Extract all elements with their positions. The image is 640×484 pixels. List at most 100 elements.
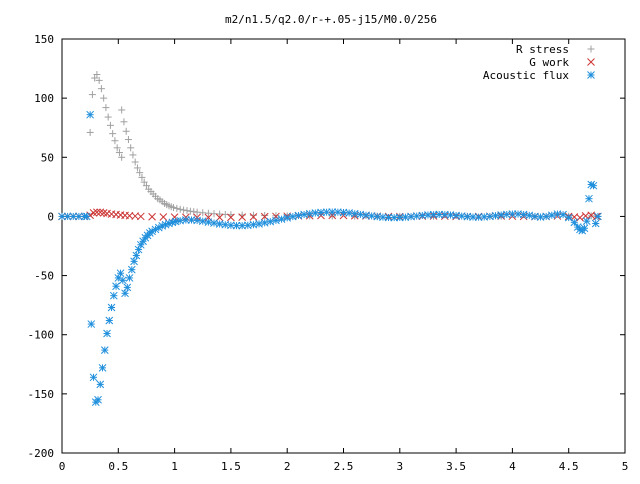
data-point bbox=[86, 128, 94, 136]
series-acoustic-flux bbox=[58, 110, 602, 406]
data-point bbox=[508, 210, 517, 218]
data-point bbox=[576, 213, 584, 222]
data-point bbox=[105, 316, 114, 325]
x-tick-label: 0 bbox=[59, 460, 66, 473]
data-point bbox=[559, 210, 567, 219]
data-point bbox=[322, 208, 331, 217]
data-point bbox=[95, 76, 103, 84]
data-point bbox=[390, 213, 399, 222]
series-layer bbox=[58, 70, 602, 406]
legend-marker bbox=[587, 71, 595, 79]
data-point bbox=[580, 224, 589, 233]
data-point bbox=[103, 329, 111, 338]
data-point bbox=[89, 373, 98, 382]
data-point bbox=[589, 181, 598, 190]
data-point bbox=[591, 219, 600, 228]
x-tick-label: 1 bbox=[171, 460, 178, 473]
series-r-stress bbox=[86, 70, 602, 220]
data-point bbox=[131, 158, 139, 166]
data-point bbox=[180, 206, 188, 214]
data-point bbox=[104, 113, 112, 121]
data-point bbox=[100, 346, 109, 354]
data-point bbox=[288, 212, 297, 221]
data-point bbox=[111, 137, 119, 145]
data-point bbox=[58, 212, 66, 221]
data-point bbox=[176, 205, 184, 213]
data-point bbox=[102, 104, 110, 112]
data-point bbox=[148, 212, 156, 221]
data-point bbox=[182, 216, 190, 224]
data-point bbox=[125, 274, 134, 282]
data-point bbox=[107, 303, 116, 312]
data-point bbox=[132, 251, 141, 260]
data-point bbox=[106, 121, 114, 129]
legend-label: G work bbox=[529, 56, 569, 69]
data-point bbox=[118, 106, 126, 114]
data-point bbox=[151, 225, 160, 234]
x-tick-label: 2 bbox=[284, 460, 291, 473]
y-tick-label: 0 bbox=[47, 210, 54, 223]
data-point bbox=[86, 110, 95, 119]
data-point bbox=[63, 212, 72, 221]
data-point bbox=[300, 210, 308, 219]
data-point bbox=[82, 212, 91, 221]
plot-frame bbox=[61, 38, 626, 454]
data-point bbox=[594, 212, 602, 221]
data-point bbox=[582, 217, 591, 226]
x-tick-label: 4 bbox=[509, 460, 516, 473]
data-point bbox=[94, 395, 102, 404]
data-point bbox=[115, 149, 123, 157]
data-point bbox=[127, 144, 135, 152]
x-tick-label: 1.5 bbox=[221, 460, 241, 473]
data-point bbox=[93, 70, 101, 78]
data-point bbox=[159, 213, 168, 221]
data-point bbox=[193, 208, 201, 216]
data-point bbox=[129, 151, 137, 159]
x-tick-label: 2.5 bbox=[334, 460, 354, 473]
data-point bbox=[122, 127, 130, 135]
data-point bbox=[249, 211, 257, 219]
data-point bbox=[140, 178, 148, 186]
data-point bbox=[183, 207, 191, 215]
data-point bbox=[173, 204, 181, 212]
x-tick-label: 5 bbox=[622, 460, 629, 473]
data-point bbox=[121, 289, 129, 298]
data-point bbox=[120, 118, 128, 126]
data-point bbox=[123, 283, 132, 292]
data-point bbox=[88, 91, 96, 99]
legend-marker bbox=[587, 45, 595, 53]
data-point bbox=[127, 265, 136, 274]
data-point bbox=[345, 209, 353, 217]
data-point bbox=[112, 282, 120, 291]
data-point bbox=[136, 212, 145, 221]
data-point bbox=[362, 211, 370, 220]
legend-marker bbox=[587, 58, 595, 66]
data-point bbox=[124, 136, 132, 144]
data-point bbox=[118, 276, 127, 285]
data-point bbox=[109, 291, 118, 300]
data-point bbox=[169, 204, 177, 212]
y-tick-label: -200 bbox=[28, 447, 55, 460]
data-point bbox=[96, 380, 105, 389]
data-point bbox=[136, 169, 144, 177]
y-tick-label: -150 bbox=[28, 388, 55, 401]
data-point bbox=[98, 363, 107, 372]
chart-title: m2/n1.5/q2.0/r-+.05-j15/M0.0/256 bbox=[225, 13, 437, 26]
data-point bbox=[113, 144, 121, 152]
data-point bbox=[238, 213, 247, 221]
data-point bbox=[116, 269, 125, 278]
y-tick-label: 50 bbox=[41, 151, 54, 164]
data-point bbox=[379, 213, 387, 221]
data-point bbox=[570, 218, 579, 227]
data-point bbox=[429, 210, 438, 219]
data-point bbox=[585, 194, 593, 203]
data-point bbox=[564, 213, 573, 222]
data-point bbox=[384, 213, 393, 222]
data-point bbox=[148, 227, 156, 236]
data-point bbox=[469, 213, 477, 221]
x-tick-label: 3 bbox=[396, 460, 403, 473]
data-point bbox=[138, 173, 146, 181]
